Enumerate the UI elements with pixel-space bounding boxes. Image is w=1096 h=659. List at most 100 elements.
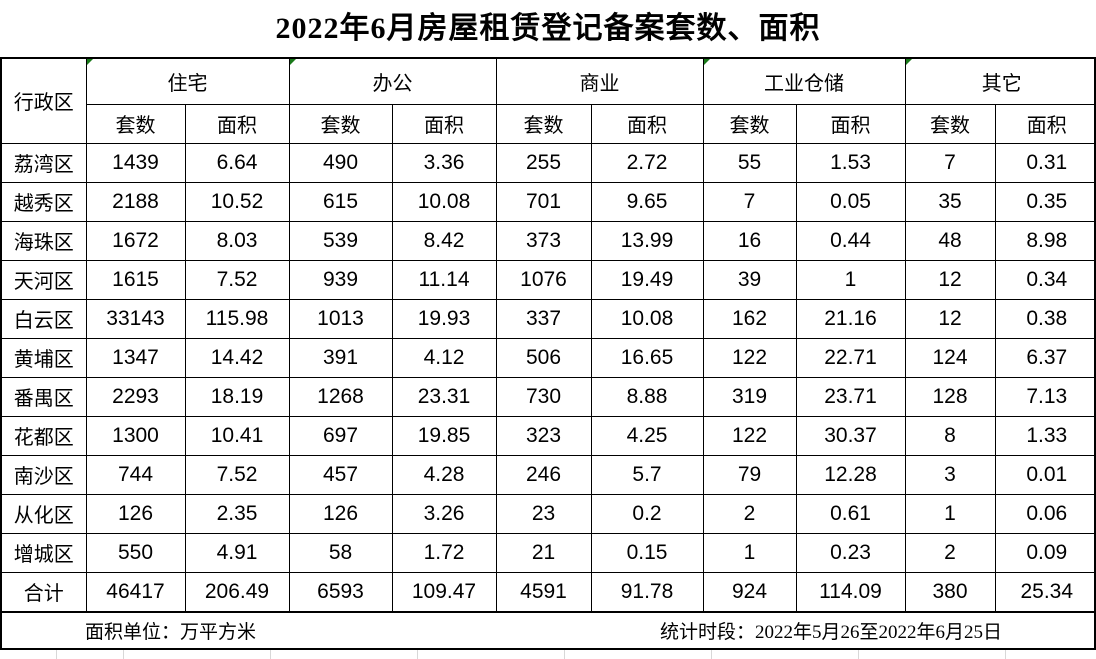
cell-value[interactable]: 1.53 [795, 142, 906, 183]
cell-value[interactable]: 6.37 [994, 337, 1096, 378]
cell-value[interactable]: 323 [495, 415, 592, 456]
cell-value[interactable]: 939 [288, 259, 393, 300]
sub-header-units[interactable]: 套数 [904, 103, 996, 144]
cell-value[interactable]: 0.61 [795, 493, 906, 534]
sub-header-area[interactable]: 面积 [994, 103, 1096, 144]
cell-value[interactable]: 730 [495, 376, 592, 417]
cell-district[interactable]: 合计 [2, 571, 87, 611]
cell-value[interactable]: 16 [702, 220, 797, 261]
cell-value[interactable]: 126 [85, 493, 186, 534]
cell-value[interactable]: 0.44 [795, 220, 906, 261]
cell-value[interactable]: 10.08 [391, 181, 497, 222]
cell-value[interactable]: 124 [904, 337, 996, 378]
cell-value[interactable]: 8 [904, 415, 996, 456]
cell-value[interactable]: 0.35 [994, 181, 1096, 222]
column-group-header[interactable]: 办公 [288, 59, 497, 105]
cell-value[interactable]: 490 [288, 142, 393, 183]
cell-district[interactable]: 荔湾区 [2, 142, 87, 183]
cell-value[interactable]: 2188 [85, 181, 186, 222]
cell-value[interactable]: 10.41 [184, 415, 290, 456]
cell-value[interactable]: 58 [288, 532, 393, 573]
cell-district[interactable]: 越秀区 [2, 181, 87, 222]
column-group-header[interactable]: 其它 [904, 59, 1096, 105]
sub-header-area[interactable]: 面积 [590, 103, 704, 144]
cell-value[interactable]: 9.65 [590, 181, 704, 222]
cell-value[interactable]: 8.98 [994, 220, 1096, 261]
header-district[interactable]: 行政区 [2, 59, 87, 144]
cell-value[interactable]: 126 [288, 493, 393, 534]
cell-value[interactable]: 0.38 [994, 298, 1096, 339]
cell-value[interactable]: 0.05 [795, 181, 906, 222]
column-group-header[interactable]: 工业仓储 [702, 59, 906, 105]
cell-value[interactable]: 13.99 [590, 220, 704, 261]
cell-value[interactable]: 114.09 [795, 571, 906, 611]
cell-value[interactable]: 12 [904, 298, 996, 339]
cell-district[interactable]: 黄埔区 [2, 337, 87, 378]
cell-value[interactable]: 122 [702, 337, 797, 378]
cell-value[interactable]: 701 [495, 181, 592, 222]
cell-value[interactable]: 0.15 [590, 532, 704, 573]
cell-value[interactable]: 4.12 [391, 337, 497, 378]
cell-value[interactable]: 2.35 [184, 493, 290, 534]
cell-value[interactable]: 0.2 [590, 493, 704, 534]
cell-value[interactable]: 4591 [495, 571, 592, 611]
cell-value[interactable]: 457 [288, 454, 393, 495]
cell-value[interactable]: 22.71 [795, 337, 906, 378]
sub-header-area[interactable]: 面积 [391, 103, 497, 144]
cell-value[interactable]: 3.26 [391, 493, 497, 534]
cell-value[interactable]: 1076 [495, 259, 592, 300]
cell-district[interactable]: 增城区 [2, 532, 87, 573]
cell-value[interactable]: 30.37 [795, 415, 906, 456]
cell-value[interactable]: 1439 [85, 142, 186, 183]
sub-header-units[interactable]: 套数 [86, 103, 186, 144]
cell-value[interactable]: 128 [904, 376, 996, 417]
cell-value[interactable]: 924 [702, 571, 797, 611]
cell-value[interactable]: 79 [702, 454, 797, 495]
cell-value[interactable]: 0.23 [795, 532, 906, 573]
cell-value[interactable]: 11.14 [391, 259, 497, 300]
cell-value[interactable]: 4.91 [184, 532, 290, 573]
cell-value[interactable]: 0.31 [994, 142, 1096, 183]
cell-value[interactable]: 246 [495, 454, 592, 495]
cell-value[interactable]: 1013 [288, 298, 393, 339]
cell-value[interactable]: 1 [702, 532, 797, 573]
cell-value[interactable]: 48 [904, 220, 996, 261]
cell-value[interactable]: 14.42 [184, 337, 290, 378]
cell-value[interactable]: 2 [904, 532, 996, 573]
cell-value[interactable]: 23.31 [391, 376, 497, 417]
cell-value[interactable]: 21 [495, 532, 592, 573]
cell-district[interactable]: 花都区 [2, 415, 87, 456]
cell-value[interactable]: 55 [702, 142, 797, 183]
cell-value[interactable]: 19.85 [391, 415, 497, 456]
cell-value[interactable]: 206.49 [184, 571, 290, 611]
cell-value[interactable]: 7.52 [184, 259, 290, 300]
column-group-header[interactable]: 商业 [495, 59, 704, 105]
cell-value[interactable]: 373 [495, 220, 592, 261]
cell-value[interactable]: 1347 [85, 337, 186, 378]
cell-value[interactable]: 109.47 [391, 571, 497, 611]
cell-value[interactable]: 539 [288, 220, 393, 261]
cell-value[interactable]: 7.13 [994, 376, 1096, 417]
cell-value[interactable]: 0.01 [994, 454, 1096, 495]
cell-value[interactable]: 16.65 [590, 337, 704, 378]
cell-value[interactable]: 1615 [85, 259, 186, 300]
sub-header-units[interactable]: 套数 [702, 103, 797, 144]
cell-value[interactable]: 697 [288, 415, 393, 456]
cell-value[interactable]: 23.71 [795, 376, 906, 417]
cell-value[interactable]: 4.25 [590, 415, 704, 456]
sub-header-area[interactable]: 面积 [184, 103, 290, 144]
cell-value[interactable]: 8.03 [184, 220, 290, 261]
cell-value[interactable]: 2 [702, 493, 797, 534]
cell-value[interactable]: 6.64 [184, 142, 290, 183]
sub-header-units[interactable]: 套数 [288, 103, 393, 144]
cell-district[interactable]: 白云区 [2, 298, 87, 339]
cell-value[interactable]: 19.93 [391, 298, 497, 339]
cell-value[interactable]: 6593 [288, 571, 393, 611]
column-group-header[interactable]: 住宅 [85, 59, 290, 105]
cell-value[interactable]: 337 [495, 298, 592, 339]
cell-value[interactable]: 8.42 [391, 220, 497, 261]
cell-value[interactable]: 0.09 [994, 532, 1096, 573]
cell-value[interactable]: 46417 [85, 571, 186, 611]
cell-value[interactable]: 550 [85, 532, 186, 573]
cell-value[interactable]: 1.72 [391, 532, 497, 573]
